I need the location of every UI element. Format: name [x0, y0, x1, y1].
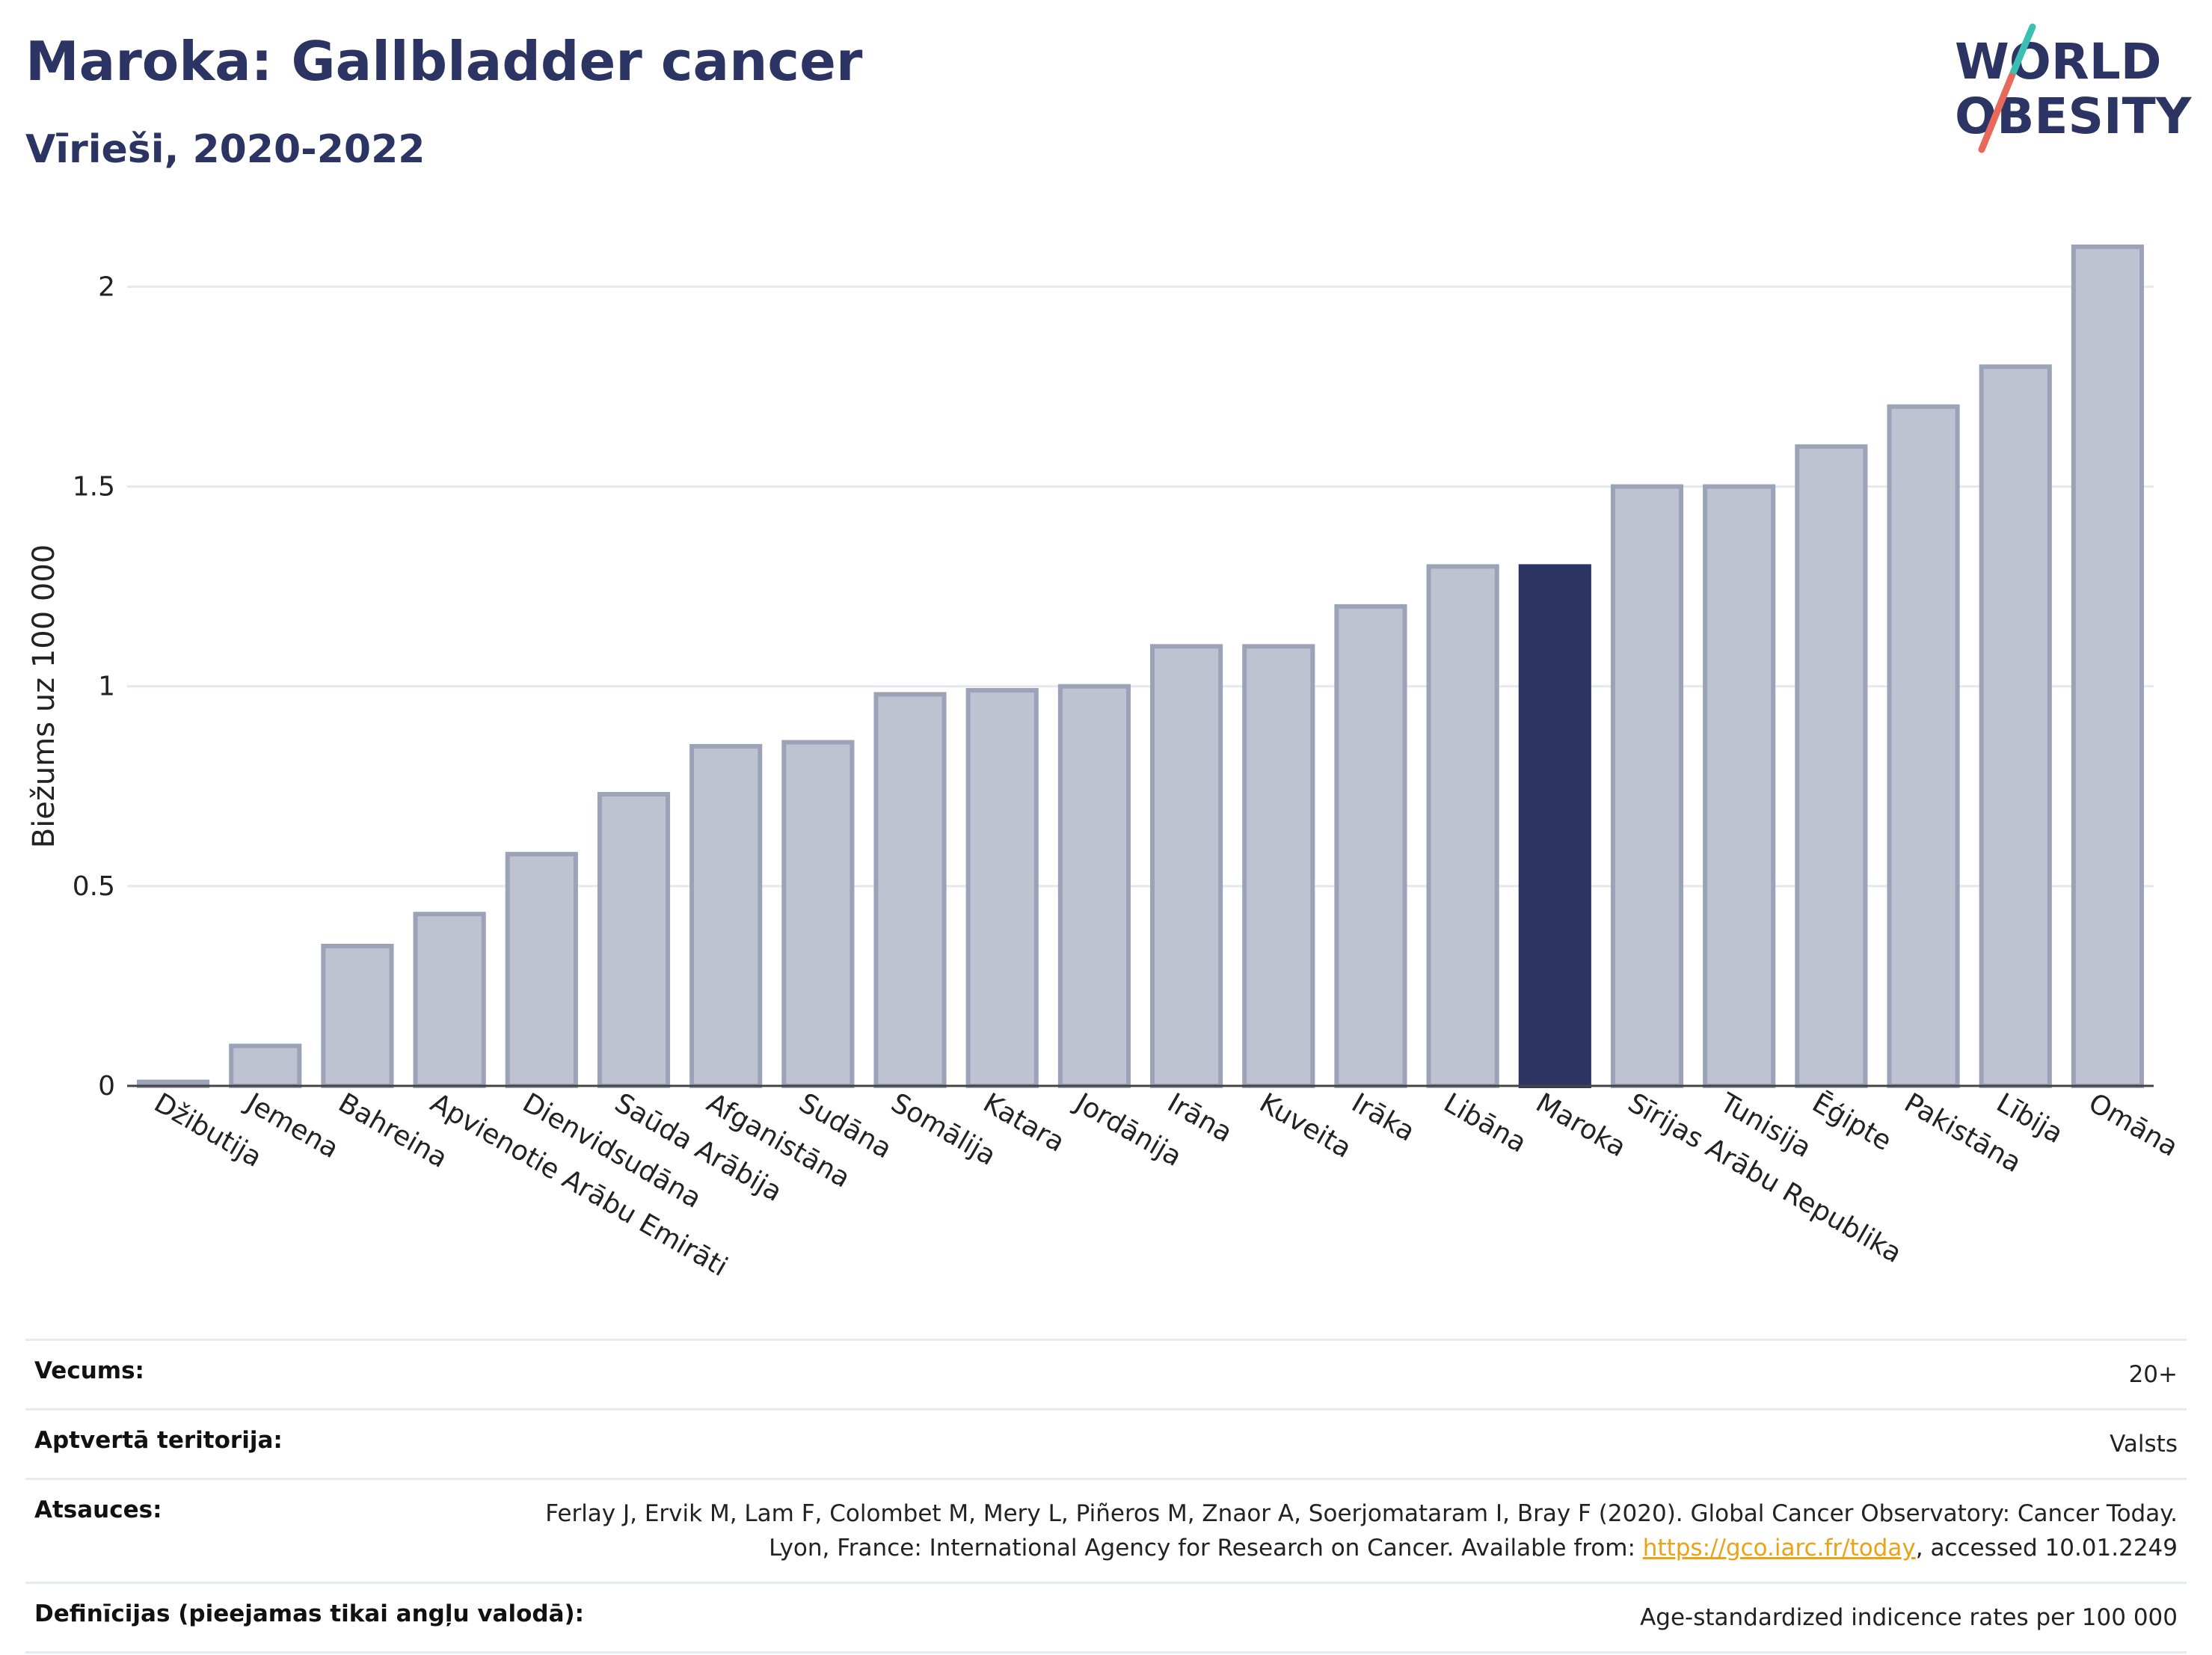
bar-chart: 0 0.5 1 1.5 2 DžibutijaJemenaBahreinaApvieno… [27, 245, 2183, 1283]
bar-7[interactable] [781, 740, 855, 1088]
bar-12[interactable] [1242, 644, 1315, 1088]
x-tick-label: Libāna [1439, 1087, 1531, 1158]
age-label: Vecums: [34, 1357, 144, 1384]
bar-21[interactable] [2071, 245, 2144, 1088]
bar-4[interactable] [505, 852, 578, 1088]
bars [137, 245, 2144, 1089]
logo-slash-teal [2008, 23, 2036, 80]
x-tick-label: Irāka [1346, 1087, 1419, 1147]
x-tick-label: Somālija [886, 1087, 1001, 1172]
page-title: Maroka: Gallbladder cancer [25, 30, 863, 93]
definitions-value: Age-standardized indicence rates per 100… [1640, 1604, 2178, 1631]
references-accessed: , accessed 10.01.2249 [1915, 1535, 2178, 1562]
world-obesity-logo: WORLD OBESITY [1955, 23, 2193, 153]
bar-17[interactable] [1703, 484, 1776, 1088]
y-tick-label: 1.5 [73, 472, 115, 503]
bar-3[interactable] [413, 912, 486, 1089]
logo-line-world: WORLD [1955, 33, 2162, 90]
coverage-label: Aptvertā teritorija: [34, 1427, 283, 1454]
y-axis-title: Biežums uz 100 000 [27, 544, 61, 849]
bar-11[interactable] [1150, 644, 1223, 1088]
x-tick-label: Maroka [1531, 1087, 1631, 1163]
logo-slash-red [1978, 73, 2015, 153]
age-value: 20+ [2128, 1361, 2178, 1388]
y-tick-labels: 0 0.5 1 1.5 2 [73, 271, 115, 1102]
info-row-coverage: Aptvertā teritorija: Valsts [25, 1408, 2187, 1478]
y-tick-label: 1 [98, 672, 115, 702]
bar-9[interactable] [965, 688, 1039, 1088]
info-row-references: Atsauces: Ferlay J, Ervik M, Lam F, Colo… [25, 1478, 2187, 1582]
bar-5[interactable] [597, 791, 671, 1088]
info-row-age: Vecums: 20+ [25, 1339, 2187, 1408]
references-link[interactable]: https://gco.iarc.fr/today [1642, 1535, 1916, 1562]
y-tick-label: 2 [98, 271, 115, 302]
x-tick-label: Kuveita [1254, 1087, 1357, 1164]
bar-6[interactable] [689, 743, 763, 1088]
references-text: Ferlay J, Ervik M, Lam F, Colombet M, Me… [545, 1500, 2178, 1562]
coverage-value: Valsts [2110, 1431, 2178, 1458]
info-row-definitions: Definīcijas (pieejamas tikai angļu valod… [25, 1582, 2187, 1654]
info-table: Vecums: 20+ Aptvertā teritorija: Valsts … [25, 1339, 2187, 1654]
references-label: Atsauces: [34, 1496, 162, 1523]
definitions-label: Definīcijas (pieejamas tikai angļu valod… [34, 1600, 585, 1627]
bar-2[interactable] [321, 944, 394, 1088]
x-tick-label: Jordānija [1069, 1087, 1187, 1173]
bar-13[interactable] [1334, 604, 1407, 1088]
bar-10[interactable] [1057, 684, 1131, 1088]
references-value: Ferlay J, Ervik M, Lam F, Colombet M, Me… [532, 1496, 2178, 1565]
y-tick-label: 0.5 [73, 871, 115, 902]
bar-14[interactable] [1426, 564, 1499, 1088]
page-subtitle: Vīrieši, 2020-2022 [25, 127, 425, 172]
bar-18[interactable] [1795, 444, 1868, 1088]
bar-20[interactable] [1979, 364, 2052, 1088]
y-tick-label: 0 [98, 1071, 115, 1102]
bar-15[interactable] [1518, 564, 1591, 1088]
bar-16[interactable] [1610, 484, 1684, 1088]
x-tick-label: Omāna [2083, 1087, 2183, 1163]
bar-8[interactable] [873, 692, 947, 1088]
bar-1[interactable] [229, 1043, 302, 1088]
x-tick-label: Ēģipte [1807, 1087, 1896, 1157]
bar-19[interactable] [1887, 404, 1960, 1088]
